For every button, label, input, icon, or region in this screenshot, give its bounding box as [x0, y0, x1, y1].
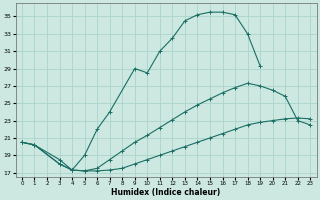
X-axis label: Humidex (Indice chaleur): Humidex (Indice chaleur): [111, 188, 221, 197]
